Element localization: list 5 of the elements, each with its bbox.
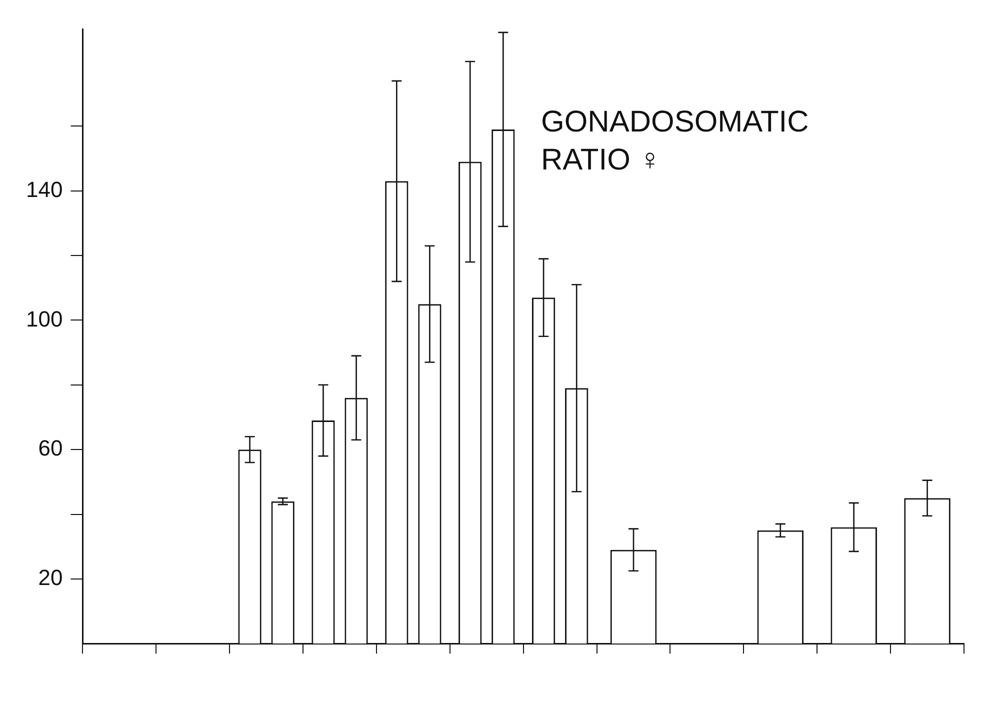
y-tick-label: 20	[38, 564, 63, 590]
y-tick-label: 140	[26, 176, 63, 202]
y-tick-label: 100	[26, 306, 63, 332]
y-tick-label: 60	[38, 436, 63, 461]
text: GONADOSOMATIC RATIO ♀	[540, 105, 809, 176]
